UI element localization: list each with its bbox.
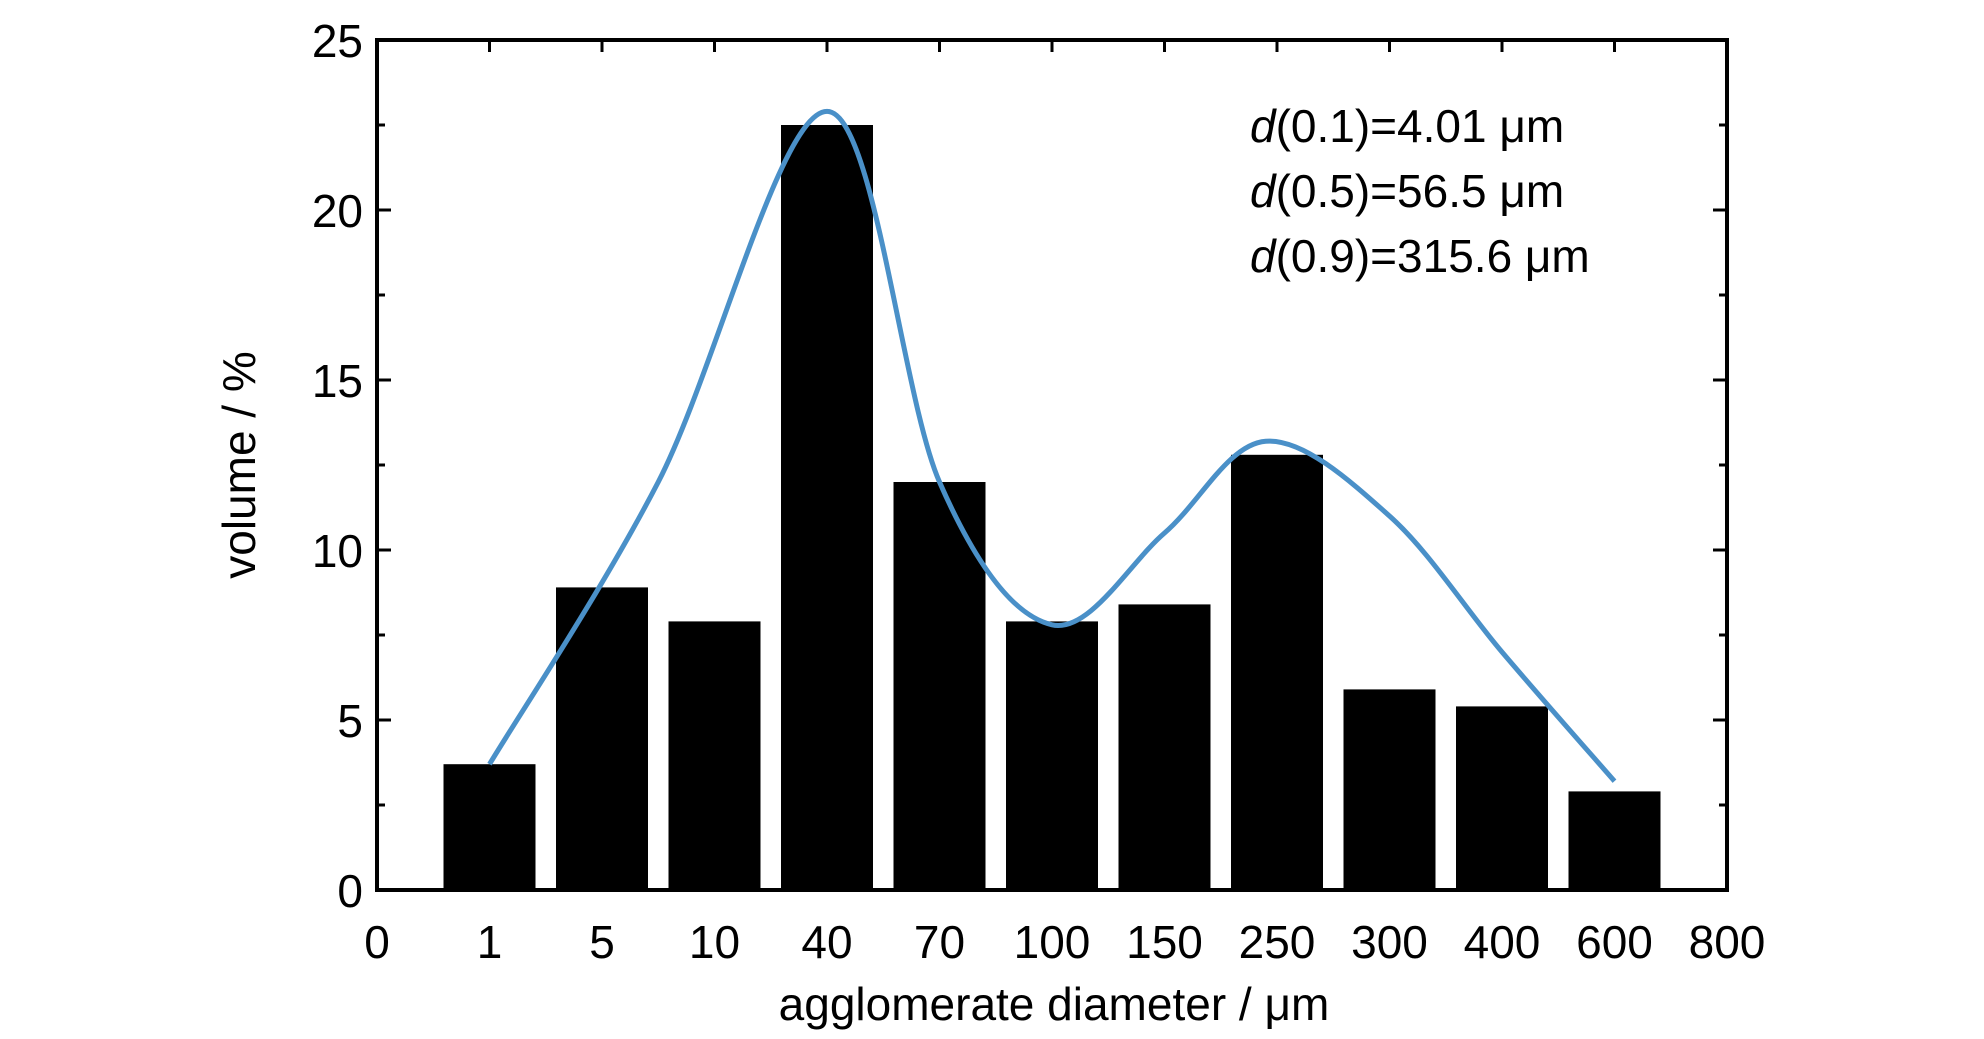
y-tick-label: 25	[312, 15, 363, 67]
annotation-d05-prefix: d	[1250, 165, 1277, 217]
annotation-d01: d(0.1)=4.01 μm	[1250, 100, 1564, 152]
x-tick-label-150: 150	[1126, 916, 1203, 968]
annotation-d01-text: (0.1)=4.01 μm	[1276, 100, 1565, 152]
bar-1	[443, 764, 536, 890]
x-tick-label-70: 70	[914, 916, 965, 968]
y-tick-label: 10	[312, 525, 363, 577]
bar-250	[1231, 454, 1323, 890]
x-tick-label-10: 10	[689, 916, 740, 968]
bar-600	[1568, 791, 1661, 890]
annotation-d09-text: (0.9)=315.6 μm	[1276, 230, 1590, 282]
bar-300	[1343, 689, 1436, 890]
y-axis-ticks: 0 5 10 15 20 25	[312, 15, 1727, 917]
bar-100	[1006, 621, 1098, 890]
x-tick-label-40: 40	[801, 916, 852, 968]
x-tick-label-1: 1	[477, 916, 503, 968]
x-tick-label-250: 250	[1239, 916, 1316, 968]
annotation-d01-prefix: d	[1250, 100, 1277, 152]
x-tick-label-300: 300	[1351, 916, 1428, 968]
bar-10	[668, 621, 761, 890]
annotation-d05: d(0.5)=56.5 μm	[1250, 165, 1564, 217]
x-tick-label-600: 600	[1576, 916, 1653, 968]
bar-70	[893, 482, 986, 890]
x-tick-label-0: 0	[364, 916, 390, 968]
x-tick-label-100: 100	[1014, 916, 1091, 968]
y-tick-label: 5	[337, 695, 363, 747]
y-axis-title: volume / %	[213, 351, 265, 579]
bars-group	[443, 125, 1661, 890]
y-tick-label: 15	[312, 355, 363, 407]
bar-400	[1456, 706, 1548, 890]
fit-curve	[487, 108, 1617, 783]
x-axis-title: agglomerate diameter / μm	[779, 978, 1330, 1030]
x-tick-label-800: 800	[1689, 916, 1766, 968]
x-tick-label-400: 400	[1464, 916, 1541, 968]
x-tick-label-5: 5	[589, 916, 615, 968]
bar-150	[1118, 604, 1211, 890]
y-tick-label: 0	[337, 865, 363, 917]
annotation-d09: d(0.9)=315.6 μm	[1250, 230, 1590, 282]
annotation-d09-prefix: d	[1250, 230, 1277, 282]
bar-40	[781, 125, 873, 890]
x-axis-ticks: 0 1 5 10 40 70 100 150 250 300 400 600 800	[364, 40, 1765, 968]
annotation-d05-text: (0.5)=56.5 μm	[1276, 165, 1565, 217]
y-tick-label: 20	[312, 185, 363, 237]
